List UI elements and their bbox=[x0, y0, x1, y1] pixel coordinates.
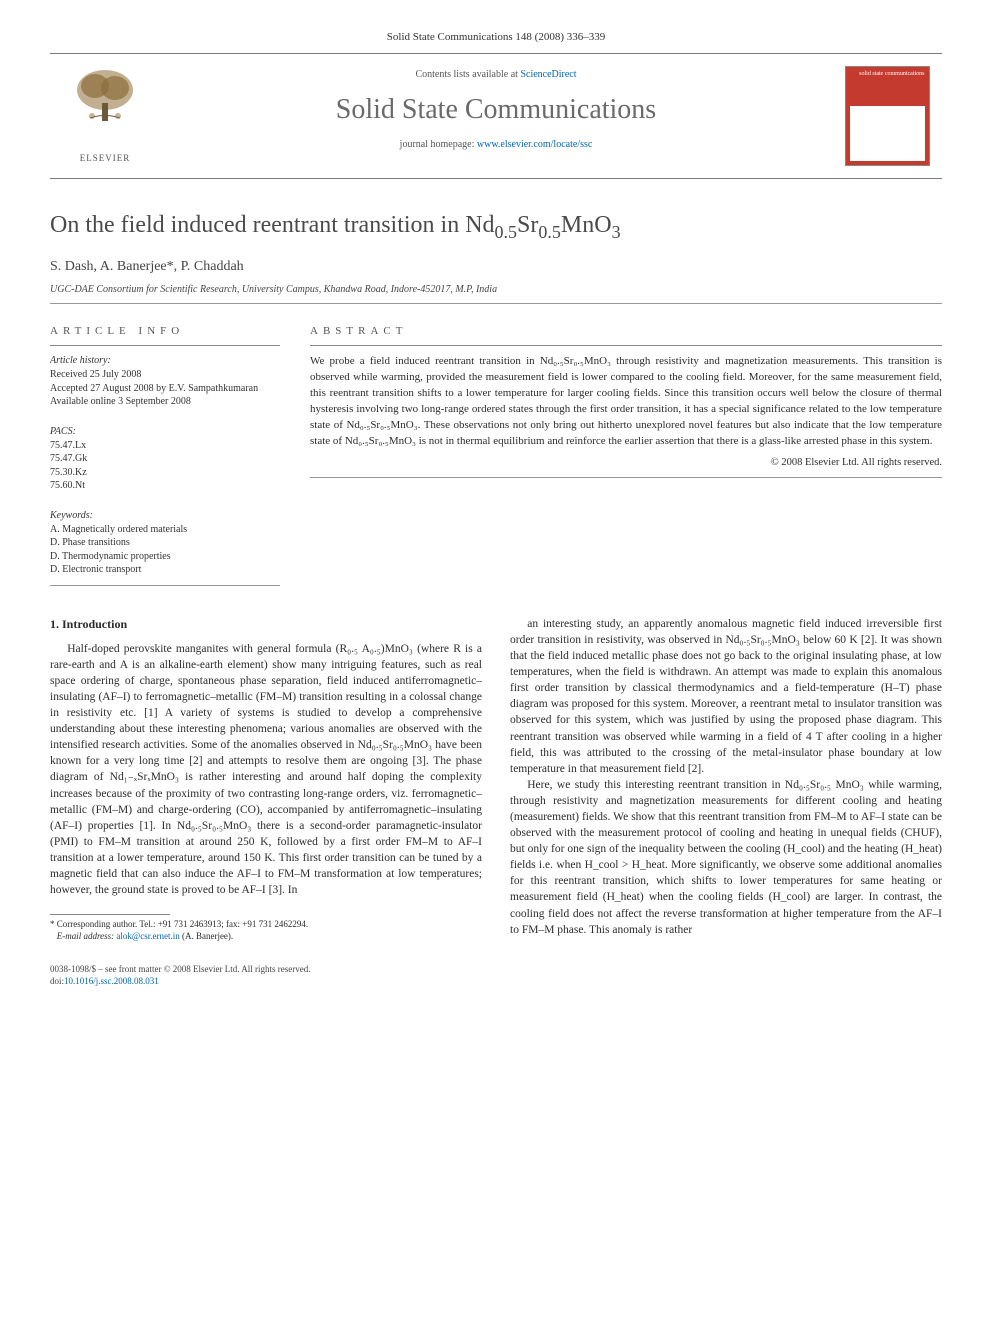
homepage-prefix: journal homepage: bbox=[400, 139, 477, 150]
keyword-0: A. Magnetically ordered materials bbox=[50, 523, 280, 537]
authors-names-1: S. Dash, A. Banerjee bbox=[50, 259, 167, 274]
cover-body-placeholder bbox=[850, 106, 925, 161]
keyword-3: D. Electronic transport bbox=[50, 563, 280, 577]
title-text-3: MnO bbox=[561, 212, 612, 238]
pacs-label: PACS: bbox=[50, 425, 280, 439]
keywords-block: Keywords: A. Magnetically ordered materi… bbox=[50, 501, 280, 585]
title-sub-3: 3 bbox=[612, 222, 621, 242]
article-history-block: Article history: Received 25 July 2008 A… bbox=[50, 345, 280, 417]
affiliation: UGC-DAE Consortium for Scientific Resear… bbox=[50, 283, 942, 297]
footer-left: 0038-1098/$ – see front matter © 2008 El… bbox=[50, 963, 311, 988]
doi-link[interactable]: 10.1016/j.ssc.2008.08.031 bbox=[64, 976, 159, 986]
footnote-corr-label: Corresponding author. Tel.: +91 731 2463… bbox=[57, 919, 308, 929]
intro-para-3: Here, we study this interesting reentran… bbox=[510, 777, 942, 938]
article-info-column: ARTICLE INFO Article history: Received 2… bbox=[50, 324, 280, 586]
pacs-3: 75.60.Nt bbox=[50, 479, 280, 493]
keywords-label: Keywords: bbox=[50, 509, 280, 523]
article-info-heading: ARTICLE INFO bbox=[50, 324, 280, 339]
publisher-logo-block: ELSEVIER bbox=[50, 58, 160, 174]
rule-top bbox=[50, 53, 942, 54]
abstract-text: We probe a field induced reentrant trans… bbox=[310, 345, 942, 450]
journal-title: Solid State Communications bbox=[160, 90, 832, 129]
pacs-0: 75.47.Lx bbox=[50, 439, 280, 453]
page-footer: 0038-1098/$ – see front matter © 2008 El… bbox=[50, 963, 942, 988]
received-date: Received 25 July 2008 bbox=[50, 368, 280, 382]
footnote-email-link[interactable]: alok@csr.ernet.in bbox=[116, 931, 179, 941]
corresponding-author-marker: * bbox=[167, 259, 174, 274]
cover-thumbnail-block: solid state communications bbox=[832, 58, 942, 174]
footnote-email-label: E-mail address: bbox=[57, 931, 114, 941]
rule-below-abstract bbox=[310, 477, 942, 478]
contents-prefix: Contents lists available at bbox=[415, 69, 520, 80]
footer-doi: doi:10.1016/j.ssc.2008.08.031 bbox=[50, 975, 311, 988]
info-abstract-row: ARTICLE INFO Article history: Received 2… bbox=[50, 324, 942, 586]
header-center: Contents lists available at ScienceDirec… bbox=[160, 58, 832, 174]
article-title: On the field induced reentrant transitio… bbox=[50, 209, 942, 245]
footnote-separator bbox=[50, 914, 170, 915]
intro-para-2: an interesting study, an apparently anom… bbox=[510, 616, 942, 777]
rule-below-keywords bbox=[50, 585, 280, 586]
rule-below-header bbox=[50, 178, 942, 179]
authors-names-2: , P. Chaddah bbox=[174, 259, 244, 274]
pacs-block: PACS: 75.47.Lx 75.47.Gk 75.30.Kz 75.60.N… bbox=[50, 417, 280, 501]
pacs-2: 75.30.Kz bbox=[50, 466, 280, 480]
pacs-1: 75.47.Gk bbox=[50, 452, 280, 466]
doi-prefix: doi: bbox=[50, 976, 64, 986]
rule-below-authors bbox=[50, 303, 942, 304]
title-sub-2: 0.5 bbox=[538, 222, 561, 242]
title-text-2: Sr bbox=[517, 212, 538, 238]
journal-header: ELSEVIER Contents lists available at Sci… bbox=[50, 58, 942, 174]
contents-available-line: Contents lists available at ScienceDirec… bbox=[160, 68, 832, 82]
abstract-column: ABSTRACT We probe a field induced reentr… bbox=[310, 324, 942, 586]
abstract-copyright: © 2008 Elsevier Ltd. All rights reserved… bbox=[310, 456, 942, 471]
cover-title: solid state communications bbox=[850, 71, 925, 78]
body-text: 1. Introduction Half-doped perovskite ma… bbox=[50, 616, 942, 943]
section-1-heading: 1. Introduction bbox=[50, 616, 482, 633]
journal-cover-thumbnail: solid state communications bbox=[845, 66, 930, 166]
keyword-1: D. Phase transitions bbox=[50, 536, 280, 550]
history-label: Article history: bbox=[50, 354, 280, 368]
online-date: Available online 3 September 2008 bbox=[50, 395, 280, 409]
intro-para-1: Half-doped perovskite manganites with ge… bbox=[50, 641, 482, 899]
footnote-email-who: (A. Banerjee). bbox=[182, 931, 233, 941]
title-sub-1: 0.5 bbox=[495, 222, 518, 242]
keyword-2: D. Thermodynamic properties bbox=[50, 550, 280, 564]
elsevier-tree-icon bbox=[70, 68, 140, 148]
corresponding-author-footnote: * Corresponding author. Tel.: +91 731 24… bbox=[50, 919, 482, 942]
footer-copyright: 0038-1098/$ – see front matter © 2008 El… bbox=[50, 963, 311, 976]
homepage-link[interactable]: www.elsevier.com/locate/ssc bbox=[477, 139, 592, 150]
title-text-1: On the field induced reentrant transitio… bbox=[50, 212, 495, 238]
accepted-date: Accepted 27 August 2008 by E.V. Sampathk… bbox=[50, 382, 280, 396]
journal-citation: Solid State Communications 148 (2008) 33… bbox=[50, 30, 942, 45]
sciencedirect-link[interactable]: ScienceDirect bbox=[520, 69, 576, 80]
homepage-line: journal homepage: www.elsevier.com/locat… bbox=[160, 138, 832, 152]
authors-line: S. Dash, A. Banerjee*, P. Chaddah bbox=[50, 257, 942, 277]
publisher-name: ELSEVIER bbox=[80, 152, 131, 165]
abstract-heading: ABSTRACT bbox=[310, 324, 942, 339]
footnote-star: * bbox=[50, 919, 55, 929]
